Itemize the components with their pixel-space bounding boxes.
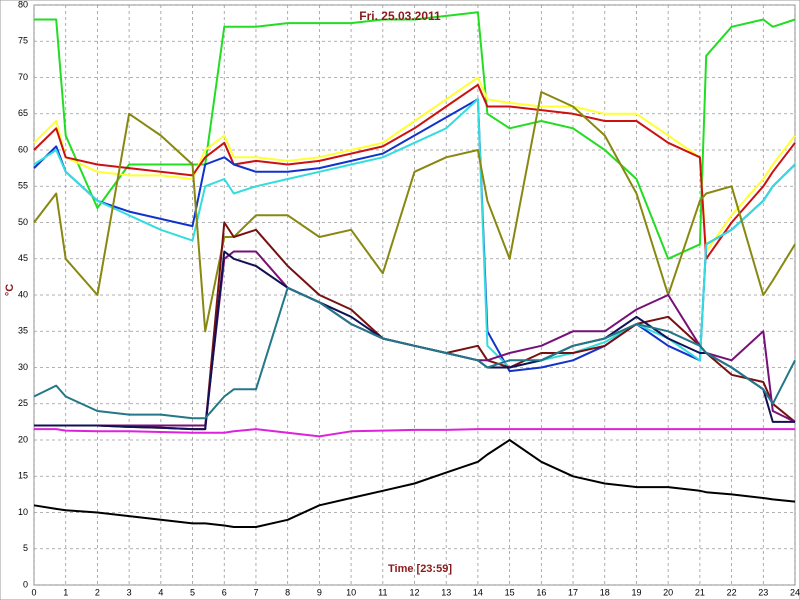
x-tick-label: 2: [95, 587, 100, 597]
x-tick-label: 3: [127, 587, 132, 597]
series-line: [33, 83, 796, 260]
series-line: [33, 286, 796, 420]
y-axis-label: °C: [4, 284, 16, 296]
y-tick-label: 50: [18, 217, 28, 227]
series-line: [33, 439, 796, 528]
x-tick-label: 12: [409, 587, 419, 597]
x-tick-label: 14: [473, 587, 483, 597]
series-line: [33, 98, 796, 369]
y-tick-label: 80: [18, 0, 28, 9]
y-tick-label: 40: [18, 289, 28, 299]
x-tick-label: 8: [285, 587, 290, 597]
x-tick-label: 23: [758, 587, 768, 597]
x-tick-label: 17: [568, 587, 578, 597]
x-tick-label: 15: [505, 587, 515, 597]
y-tick-label: 5: [23, 543, 28, 553]
y-tick-label: 65: [18, 108, 28, 118]
x-tick-label: 21: [695, 587, 705, 597]
series-line: [34, 428, 795, 438]
x-tick-label: 20: [663, 587, 673, 597]
y-tick-label: 20: [18, 434, 28, 444]
y-tick-label: 55: [18, 181, 28, 191]
x-tick-label: 7: [253, 587, 258, 597]
x-tick-label: 13: [441, 587, 451, 597]
y-tick-label: 15: [18, 471, 28, 481]
x-tick-label: 9: [317, 587, 322, 597]
series-line: [34, 11, 796, 260]
x-axis-label: Time [23:59]: [388, 563, 452, 575]
x-tick-label: 24: [790, 587, 800, 597]
x-tick-label: 1: [63, 587, 68, 597]
y-tick-label: 0: [23, 579, 28, 589]
x-tick-label: 22: [727, 587, 737, 597]
x-tick-label: 18: [600, 587, 610, 597]
y-tick-label: 70: [18, 72, 28, 82]
x-tick-label: 11: [378, 587, 387, 597]
y-tick-label: 10: [18, 507, 28, 517]
y-tick-label: 30: [18, 362, 28, 372]
chart-title: Fri. 25.03.2011: [359, 9, 441, 23]
y-tick-label: 25: [18, 398, 28, 408]
grid: [33, 4, 796, 586]
x-tick-label: 10: [346, 587, 356, 597]
series-line: [33, 91, 796, 333]
y-tick-label: 60: [18, 144, 28, 154]
y-tick-label: 75: [18, 36, 28, 46]
x-tick-label: 6: [222, 587, 227, 597]
x-tick-label: 19: [631, 587, 641, 597]
x-tick-label: 0: [31, 587, 36, 597]
y-tick-label: 35: [18, 326, 28, 336]
x-tick-label: 4: [158, 587, 163, 597]
x-tick-label: 16: [536, 587, 546, 597]
y-tick-label: 45: [18, 253, 28, 263]
lines: [33, 11, 796, 528]
x-tick-label: 5: [190, 587, 195, 597]
